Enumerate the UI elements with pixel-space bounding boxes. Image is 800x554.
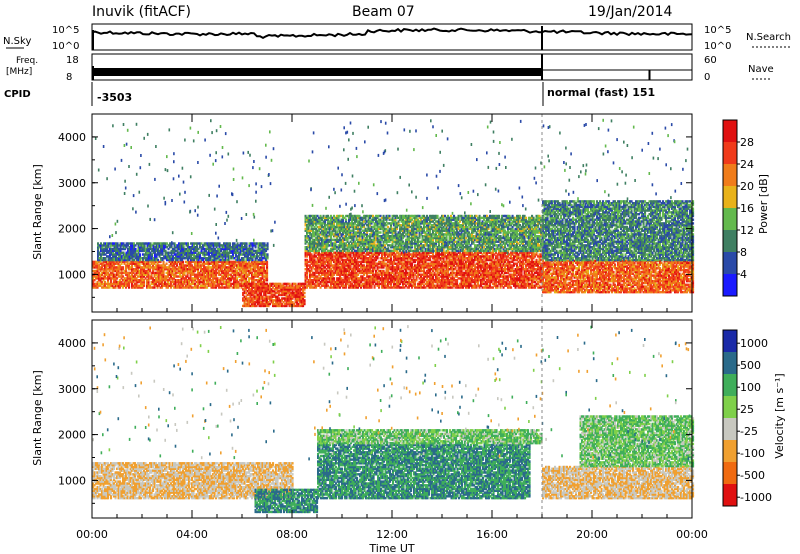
x-tick-label: 08:00	[276, 528, 308, 541]
nave-tick-bottom: 0	[704, 72, 710, 83]
nsky-trace	[92, 26, 692, 50]
heatmap-band	[242, 283, 306, 307]
colorbar-segment	[723, 274, 737, 296]
power-colorbar: 4 8 12 16 20 24 28	[723, 120, 754, 296]
colorbar-segment	[723, 352, 737, 374]
colorbar-tick-label: -100	[740, 447, 765, 460]
y-tick-label: 4000	[58, 337, 86, 350]
colorbar-segment	[723, 418, 737, 440]
y-tick-label: 2000	[58, 223, 86, 236]
heatmap-band	[92, 261, 268, 289]
freq-label-bottom: [MHz]	[6, 67, 32, 77]
freq-label-top: Freq.	[16, 56, 38, 66]
colorbar-segment	[723, 186, 737, 208]
colorbar-tick-label: 12	[740, 224, 754, 237]
y-tick-label: 3000	[58, 383, 86, 396]
cpid-left-text: -3503	[97, 91, 132, 104]
nsky-tick-top: 10^5	[52, 25, 79, 36]
velocity-ylabel: Slant Range [km]	[31, 370, 44, 466]
nave-tick-top: 60	[704, 55, 717, 66]
freq-panel-frame	[92, 54, 692, 80]
colorbar-segment	[723, 230, 737, 252]
colorbar-tick-label: 25	[740, 403, 754, 416]
freq-trace	[93, 54, 692, 80]
power-ylabel: Slant Range [km]	[31, 164, 44, 260]
beam-title: Beam 07	[352, 4, 415, 20]
colorbar-segment	[723, 120, 737, 142]
velocity-colorbar: 1000 500 100 25 -25 -100 -500 -1000	[723, 330, 772, 506]
colorbar-tick-label: 1000	[740, 337, 768, 350]
colorbar-tick-label: 100	[740, 381, 761, 394]
x-tick-label: 00:00	[76, 528, 108, 541]
x-tick-label: 20:00	[576, 528, 608, 541]
y-tick-label: 4000	[58, 131, 86, 144]
colorbar-tick-label: 20	[740, 180, 754, 193]
x-tick-label: 12:00	[376, 528, 408, 541]
colorbar-tick-label: -1000	[740, 491, 772, 504]
nsearch-tick-bottom: 10^0	[704, 41, 731, 52]
y-tick-label: 1000	[58, 268, 86, 281]
colorbar-segment	[723, 142, 737, 164]
colorbar-segment	[723, 440, 737, 462]
y-tick-label: 2000	[58, 429, 86, 442]
heatmap-band	[97, 242, 269, 261]
date-title: 19/Jan/2014	[588, 4, 673, 20]
y-tick-label: 3000	[58, 177, 86, 190]
heatmap-band	[542, 260, 694, 294]
colorbar-segment	[723, 396, 737, 418]
nsearch-label: N.Search	[746, 32, 791, 43]
heatmap-band	[317, 429, 543, 444]
colorbar-tick-label: 16	[740, 202, 754, 215]
heatmap-band	[305, 215, 544, 252]
colorbar-segment	[723, 484, 737, 506]
colorbar-tick-label: 8	[740, 246, 747, 259]
power-colorbar-label: Power [dB]	[757, 174, 770, 234]
colorbar-tick-label: -25	[740, 425, 758, 438]
nsky-panel-frame	[92, 24, 692, 50]
cpid-label: CPID	[4, 89, 31, 100]
x-tick-label: 16:00	[476, 528, 508, 541]
velocity-colorbar-label: Velocity [m s⁻¹]	[773, 373, 786, 458]
power-heatmap	[92, 114, 694, 312]
nsky-line	[92, 29, 692, 38]
cpid-right-text: normal (fast) 151	[547, 86, 655, 99]
nsearch-tick-top: 10^5	[704, 25, 731, 36]
colorbar-tick-label: 24	[740, 158, 754, 171]
heatmap-band	[255, 489, 319, 513]
colorbar-segment	[723, 164, 737, 186]
heatmap-band	[542, 466, 694, 500]
radar-summary-plot: Inuvik (fitACF) Beam 07 19/Jan/2014 N.Sk…	[0, 0, 800, 554]
y-tick-label: 1000	[58, 474, 86, 487]
x-tick-label: 04:00	[176, 528, 208, 541]
nave-label: Nave	[748, 64, 774, 75]
velocity-heatmap	[92, 320, 694, 518]
colorbar-tick-label: -500	[740, 469, 765, 482]
nsky-label: N.Sky	[3, 36, 31, 47]
freq-tick-top: 18	[66, 55, 79, 66]
colorbar-segment	[723, 374, 737, 396]
freq-band	[93, 68, 542, 76]
station-title: Inuvik (fitACF)	[92, 4, 191, 20]
colorbar-segment	[723, 208, 737, 230]
x-axis-label: Time UT	[368, 542, 414, 554]
colorbar-segment	[723, 330, 737, 352]
x-tick-label: 00:00	[676, 528, 708, 541]
colorbar-tick-label: 28	[740, 136, 754, 149]
colorbar-segment	[723, 252, 737, 274]
colorbar-tick-label: 4	[740, 268, 747, 281]
heatmap-band	[305, 252, 544, 289]
freq-tick-bottom: 8	[66, 72, 72, 83]
colorbar-segment	[723, 462, 737, 484]
nsky-tick-bottom: 10^0	[52, 41, 79, 52]
colorbar-tick-label: 500	[740, 359, 761, 372]
